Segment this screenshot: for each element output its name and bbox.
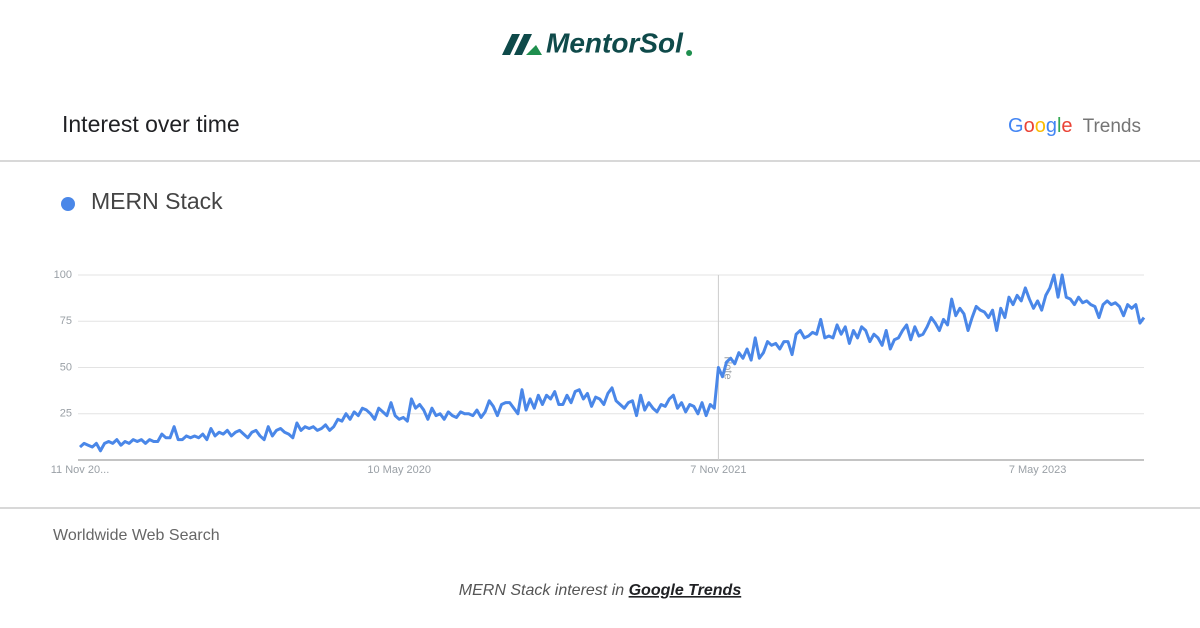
y-tick-label: 25 [60,408,72,420]
region: Worldwide Web Search [53,527,220,544]
logo-mark [502,34,532,55]
logo: MentorSol [502,27,684,58]
brand: Google [1008,115,1073,137]
logo-mark [526,45,542,55]
y-tick-label: 50 [60,361,72,373]
footer-text: MERN Stack interest in [459,582,624,599]
y-tick-label: 100 [54,269,72,281]
x-tick-label: 7 May 2023 [1009,464,1066,476]
logo-text: MentorSol [546,27,684,58]
x-tick-label: 11 Nov 20... [51,464,110,476]
logo-dot [686,50,693,56]
section-title: Interest over time [62,111,240,137]
x-tick-label: 10 May 2020 [367,464,431,476]
x-tick-label: 7 Nov 2021 [690,464,746,476]
legend-label: MERN Stack [91,188,223,214]
y-tick-label: 75 [60,315,72,327]
footer: MERN Stack interest in Google Trends [459,582,742,599]
product: Trends [1083,116,1141,137]
line [78,273,1146,453]
legend-marker [61,197,75,211]
footer-link[interactable]: Google Trends [629,582,742,599]
